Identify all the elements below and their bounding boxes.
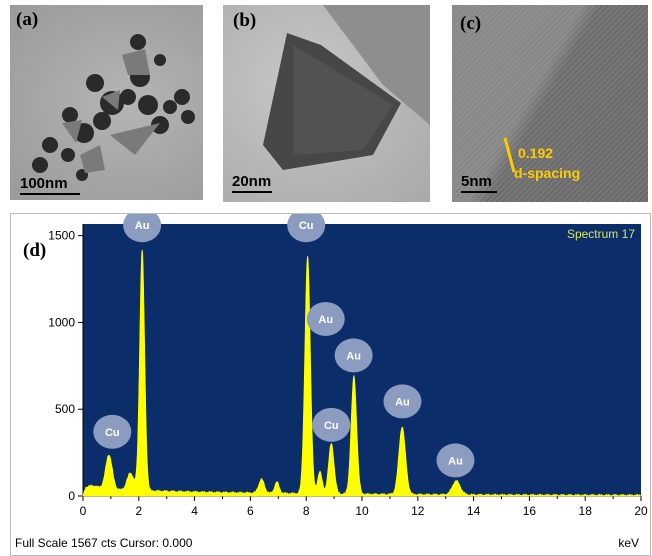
peak-label-au: Au xyxy=(383,384,422,419)
peak-label-text: Cu xyxy=(324,420,339,432)
panel-label-d: (d) xyxy=(23,240,47,261)
footer-readout: Full Scale 1567 cts Cursor: 0.000 xyxy=(15,536,193,550)
peak-marker xyxy=(306,301,345,336)
x-tick-label: 20 xyxy=(634,504,648,518)
x-tick-label: 0 xyxy=(80,504,87,518)
peak-marker xyxy=(287,214,326,243)
nanoparticles-image-a xyxy=(32,34,195,181)
y-axis: 0 500 1000 1500 xyxy=(48,224,84,503)
spectrum-name: Spectrum 17 xyxy=(567,227,635,241)
x-tick-label: 8 xyxy=(303,504,310,518)
peak-label-text: Au xyxy=(395,396,410,408)
lattice-marker-c xyxy=(503,137,516,173)
x-tick-label: 16 xyxy=(523,504,537,518)
y-tick-label: 1500 xyxy=(48,229,75,243)
x-tick-label: 4 xyxy=(191,504,198,518)
y-tick-label: 0 xyxy=(68,489,75,503)
tem-image-b: (b) 20nm xyxy=(223,5,430,202)
spectrum-trace xyxy=(82,249,642,497)
scale-label-b: 20nm xyxy=(232,173,272,190)
peak-marker xyxy=(383,384,422,419)
peak-label-cu: Cu xyxy=(93,414,132,449)
peak-label-text: Au xyxy=(135,220,150,232)
scalebar-c xyxy=(461,191,497,193)
scalebar-a xyxy=(20,193,80,195)
x-tick-label: 14 xyxy=(467,504,481,518)
peak-label-au: Au xyxy=(334,338,373,373)
peak-marker xyxy=(312,407,351,442)
d-spacing-label: d-spacing xyxy=(514,165,581,181)
d-spacing-value: 0.192 xyxy=(518,145,554,161)
peak-label-cu: Cu xyxy=(287,214,326,243)
scale-label-a: 100nm xyxy=(20,175,68,192)
peak-label-text: Au xyxy=(346,350,361,362)
scalebar-b xyxy=(232,191,272,193)
peak-marker xyxy=(436,443,475,478)
peak-marker xyxy=(123,214,162,243)
x-axis-unit: keV xyxy=(618,536,639,550)
y-tick-label: 1000 xyxy=(48,315,75,329)
peak-label-text: Au xyxy=(318,314,333,326)
peak-label-cu: Cu xyxy=(312,407,351,442)
tem-image-c: (c) 0.192 d-spacing 5nm xyxy=(452,5,648,202)
tem-image-a: (a) 100nm xyxy=(10,5,203,200)
scale-label-c: 5nm xyxy=(461,173,492,190)
panel-label-c: (c) xyxy=(460,13,482,34)
triangular-particle-image-b xyxy=(263,5,430,170)
x-axis: 0 2 4 6 8 10 12 14 16 18 20 xyxy=(80,495,648,518)
eds-spectrum-panel: 0 500 1000 1500 0 2 4 6 8 10 12 14 16 18 20 Cu Au Cu Au C… xyxy=(10,213,651,556)
x-tick-label: 2 xyxy=(135,504,142,518)
peak-label-text: Au xyxy=(448,455,463,467)
y-tick-label: 500 xyxy=(55,402,75,416)
peak-label-au: Au xyxy=(436,443,475,478)
x-tick-label: 12 xyxy=(411,504,425,518)
panel-label-a: (a) xyxy=(16,9,39,30)
peak-marker xyxy=(334,338,373,373)
x-tick-label: 10 xyxy=(355,504,369,518)
peak-label-text: Cu xyxy=(105,427,120,439)
peak-label-au: Au xyxy=(306,301,345,336)
peak-marker xyxy=(93,414,132,449)
lattice-fringes xyxy=(452,5,648,202)
x-tick-label: 6 xyxy=(247,504,254,518)
x-tick-label: 18 xyxy=(579,504,593,518)
peak-label-text: Cu xyxy=(299,220,314,232)
panel-label-b: (b) xyxy=(233,10,257,31)
peak-labels: Cu Au Cu Au Cu Au Au Au xyxy=(93,214,475,478)
peak-label-au: Au xyxy=(123,214,162,243)
